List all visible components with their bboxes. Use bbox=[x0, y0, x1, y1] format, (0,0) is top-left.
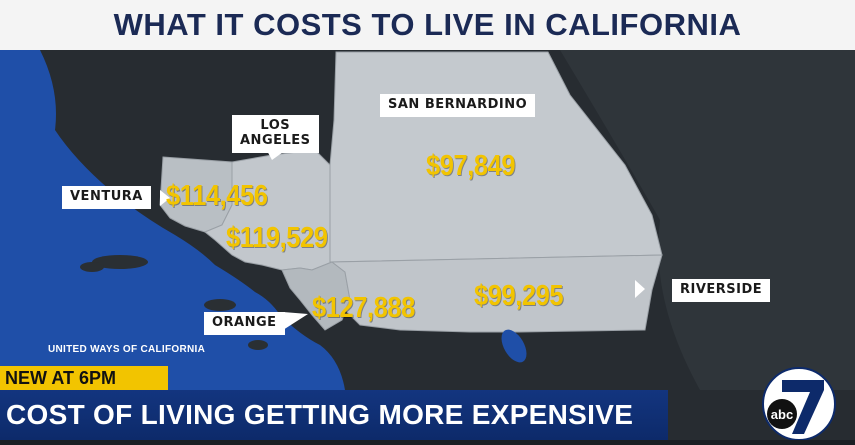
county-label-ventura: VENTURA bbox=[62, 186, 151, 209]
source-credit: UNITED WAYS OF CALIFORNIA bbox=[48, 344, 206, 355]
catalina-island bbox=[204, 299, 236, 311]
county-label-orange: ORANGE bbox=[204, 312, 285, 335]
page-title: WHAT IT COSTS TO LIVE IN CALIFORNIA bbox=[113, 7, 742, 42]
logo-seven bbox=[782, 380, 824, 434]
county-label-san-bernardino: SAN BERNARDINO bbox=[380, 94, 536, 117]
channel-island bbox=[92, 255, 148, 269]
riverside-label-pointer bbox=[635, 280, 645, 298]
cost-value-los-angeles: $119,529 bbox=[226, 222, 328, 254]
ventura-label-pointer bbox=[160, 190, 170, 206]
salton-sea bbox=[501, 329, 527, 363]
county-label-line: ANGELES bbox=[240, 132, 311, 148]
abc7-logo: abc bbox=[752, 362, 847, 441]
riverside-county-shape bbox=[330, 254, 663, 333]
cost-value-riverside: $99,295 bbox=[474, 280, 564, 312]
san-clemente-island bbox=[248, 340, 268, 350]
logo-abc-circle bbox=[767, 399, 797, 429]
county-label-los-angeles: LOS ANGELES bbox=[232, 115, 319, 153]
terrain-shading bbox=[560, 50, 855, 390]
cost-value-orange: $127,888 bbox=[312, 292, 415, 324]
county-label-riverside: RIVERSIDE bbox=[672, 279, 771, 302]
logo-abc-text: abc bbox=[771, 407, 793, 422]
new-at-text: NEW AT 6PM bbox=[5, 367, 116, 388]
cost-value-ventura: $114,456 bbox=[166, 180, 268, 212]
new-at-tag: NEW AT 6PM bbox=[0, 366, 168, 390]
title-bar: WHAT IT COSTS TO LIVE IN CALIFORNIA bbox=[0, 0, 855, 50]
cost-value-san-bernardino: $97,849 bbox=[426, 150, 516, 182]
county-label-line: LOS bbox=[260, 118, 291, 133]
pacific-ocean bbox=[0, 50, 345, 390]
abc7-logo-graphic: abc bbox=[762, 367, 836, 441]
channel-island bbox=[80, 262, 104, 272]
headline-bar: COST OF LIVING GETTING MORE EXPENSIVE bbox=[0, 390, 668, 440]
headline-text: COST OF LIVING GETTING MORE EXPENSIVE bbox=[6, 399, 634, 430]
orange-label-pointer bbox=[283, 312, 308, 330]
los-angeles-county-shape bbox=[204, 149, 333, 271]
